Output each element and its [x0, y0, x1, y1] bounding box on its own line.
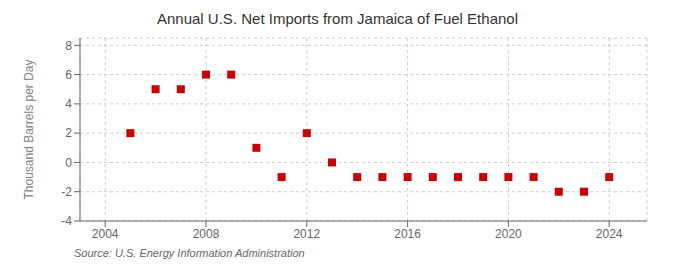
html-text:Annual U.S. Net Imports from J: Annual U.S. Net Imports from Jamaica of …: [157, 10, 518, 27]
svg-text:2: 2: [65, 126, 72, 140]
svg-text:2012: 2012: [293, 227, 320, 241]
svg-text:2020: 2020: [495, 227, 522, 241]
svg-text:6: 6: [65, 68, 72, 82]
svg-text:8: 8: [65, 39, 72, 53]
svg-text:-4: -4: [61, 214, 72, 228]
svg-text:2008: 2008: [193, 227, 220, 241]
svg-text:Thousand Barrels per Day: Thousand Barrels per Day: [22, 59, 36, 199]
svg-text:2004: 2004: [92, 227, 119, 241]
html-text:Source: U.S. Energy Informatio: Source: U.S. Energy Information Administ…: [74, 247, 305, 259]
svg-text:0: 0: [65, 156, 72, 170]
svg-text:2016: 2016: [394, 227, 421, 241]
svg-text:4: 4: [65, 97, 72, 111]
svg-text:-2: -2: [61, 185, 72, 199]
svg-text:2024: 2024: [596, 227, 623, 241]
